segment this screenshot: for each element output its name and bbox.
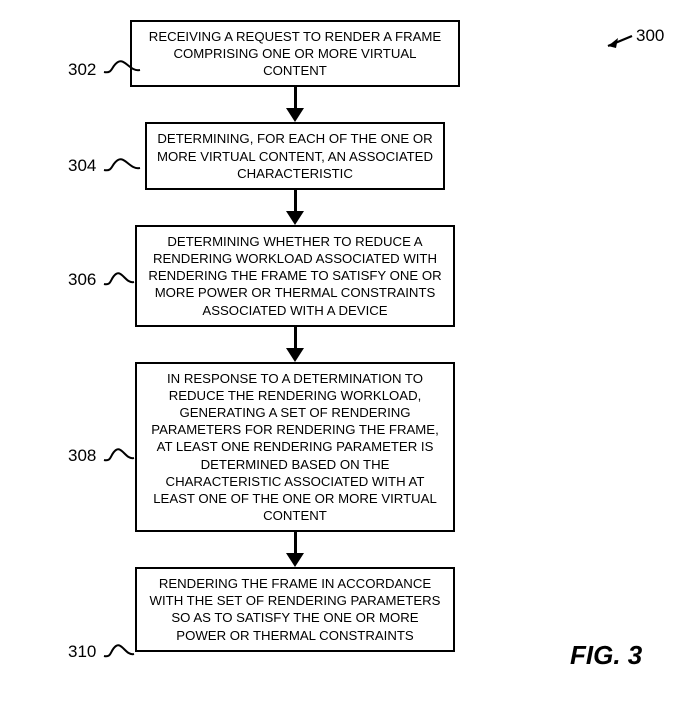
step-label-308: 308 <box>68 446 96 466</box>
figure-caption: FIG. 3 <box>570 640 642 671</box>
flowchart-step-308: IN RESPONSE TO A DETERMINATION TO REDUCE… <box>135 362 455 532</box>
flowchart-step-304: DETERMINING, FOR EACH OF THE ONE OR MORE… <box>145 122 445 189</box>
flowchart-step-310: RENDERING THE FRAME IN ACCORDANCE WITH T… <box>135 567 455 652</box>
flowchart-arrow <box>286 190 304 225</box>
step-label-306: 306 <box>68 270 96 290</box>
flowchart-container: RECEIVING A REQUEST TO RENDER A FRAME CO… <box>100 20 490 652</box>
flowchart-step-306: DETERMINING WHETHER TO REDUCE A RENDERIN… <box>135 225 455 327</box>
flowchart-arrow <box>286 327 304 362</box>
flowchart-step-302: RECEIVING A REQUEST TO RENDER A FRAME CO… <box>130 20 460 87</box>
step-label-310: 310 <box>68 642 96 662</box>
step-label-304: 304 <box>68 156 96 176</box>
figure-reference-number: 300 <box>636 26 664 46</box>
flowchart-arrow <box>286 87 304 122</box>
figure-reference: 300 <box>596 28 676 73</box>
flowchart-arrow <box>286 532 304 567</box>
step-label-302: 302 <box>68 60 96 80</box>
